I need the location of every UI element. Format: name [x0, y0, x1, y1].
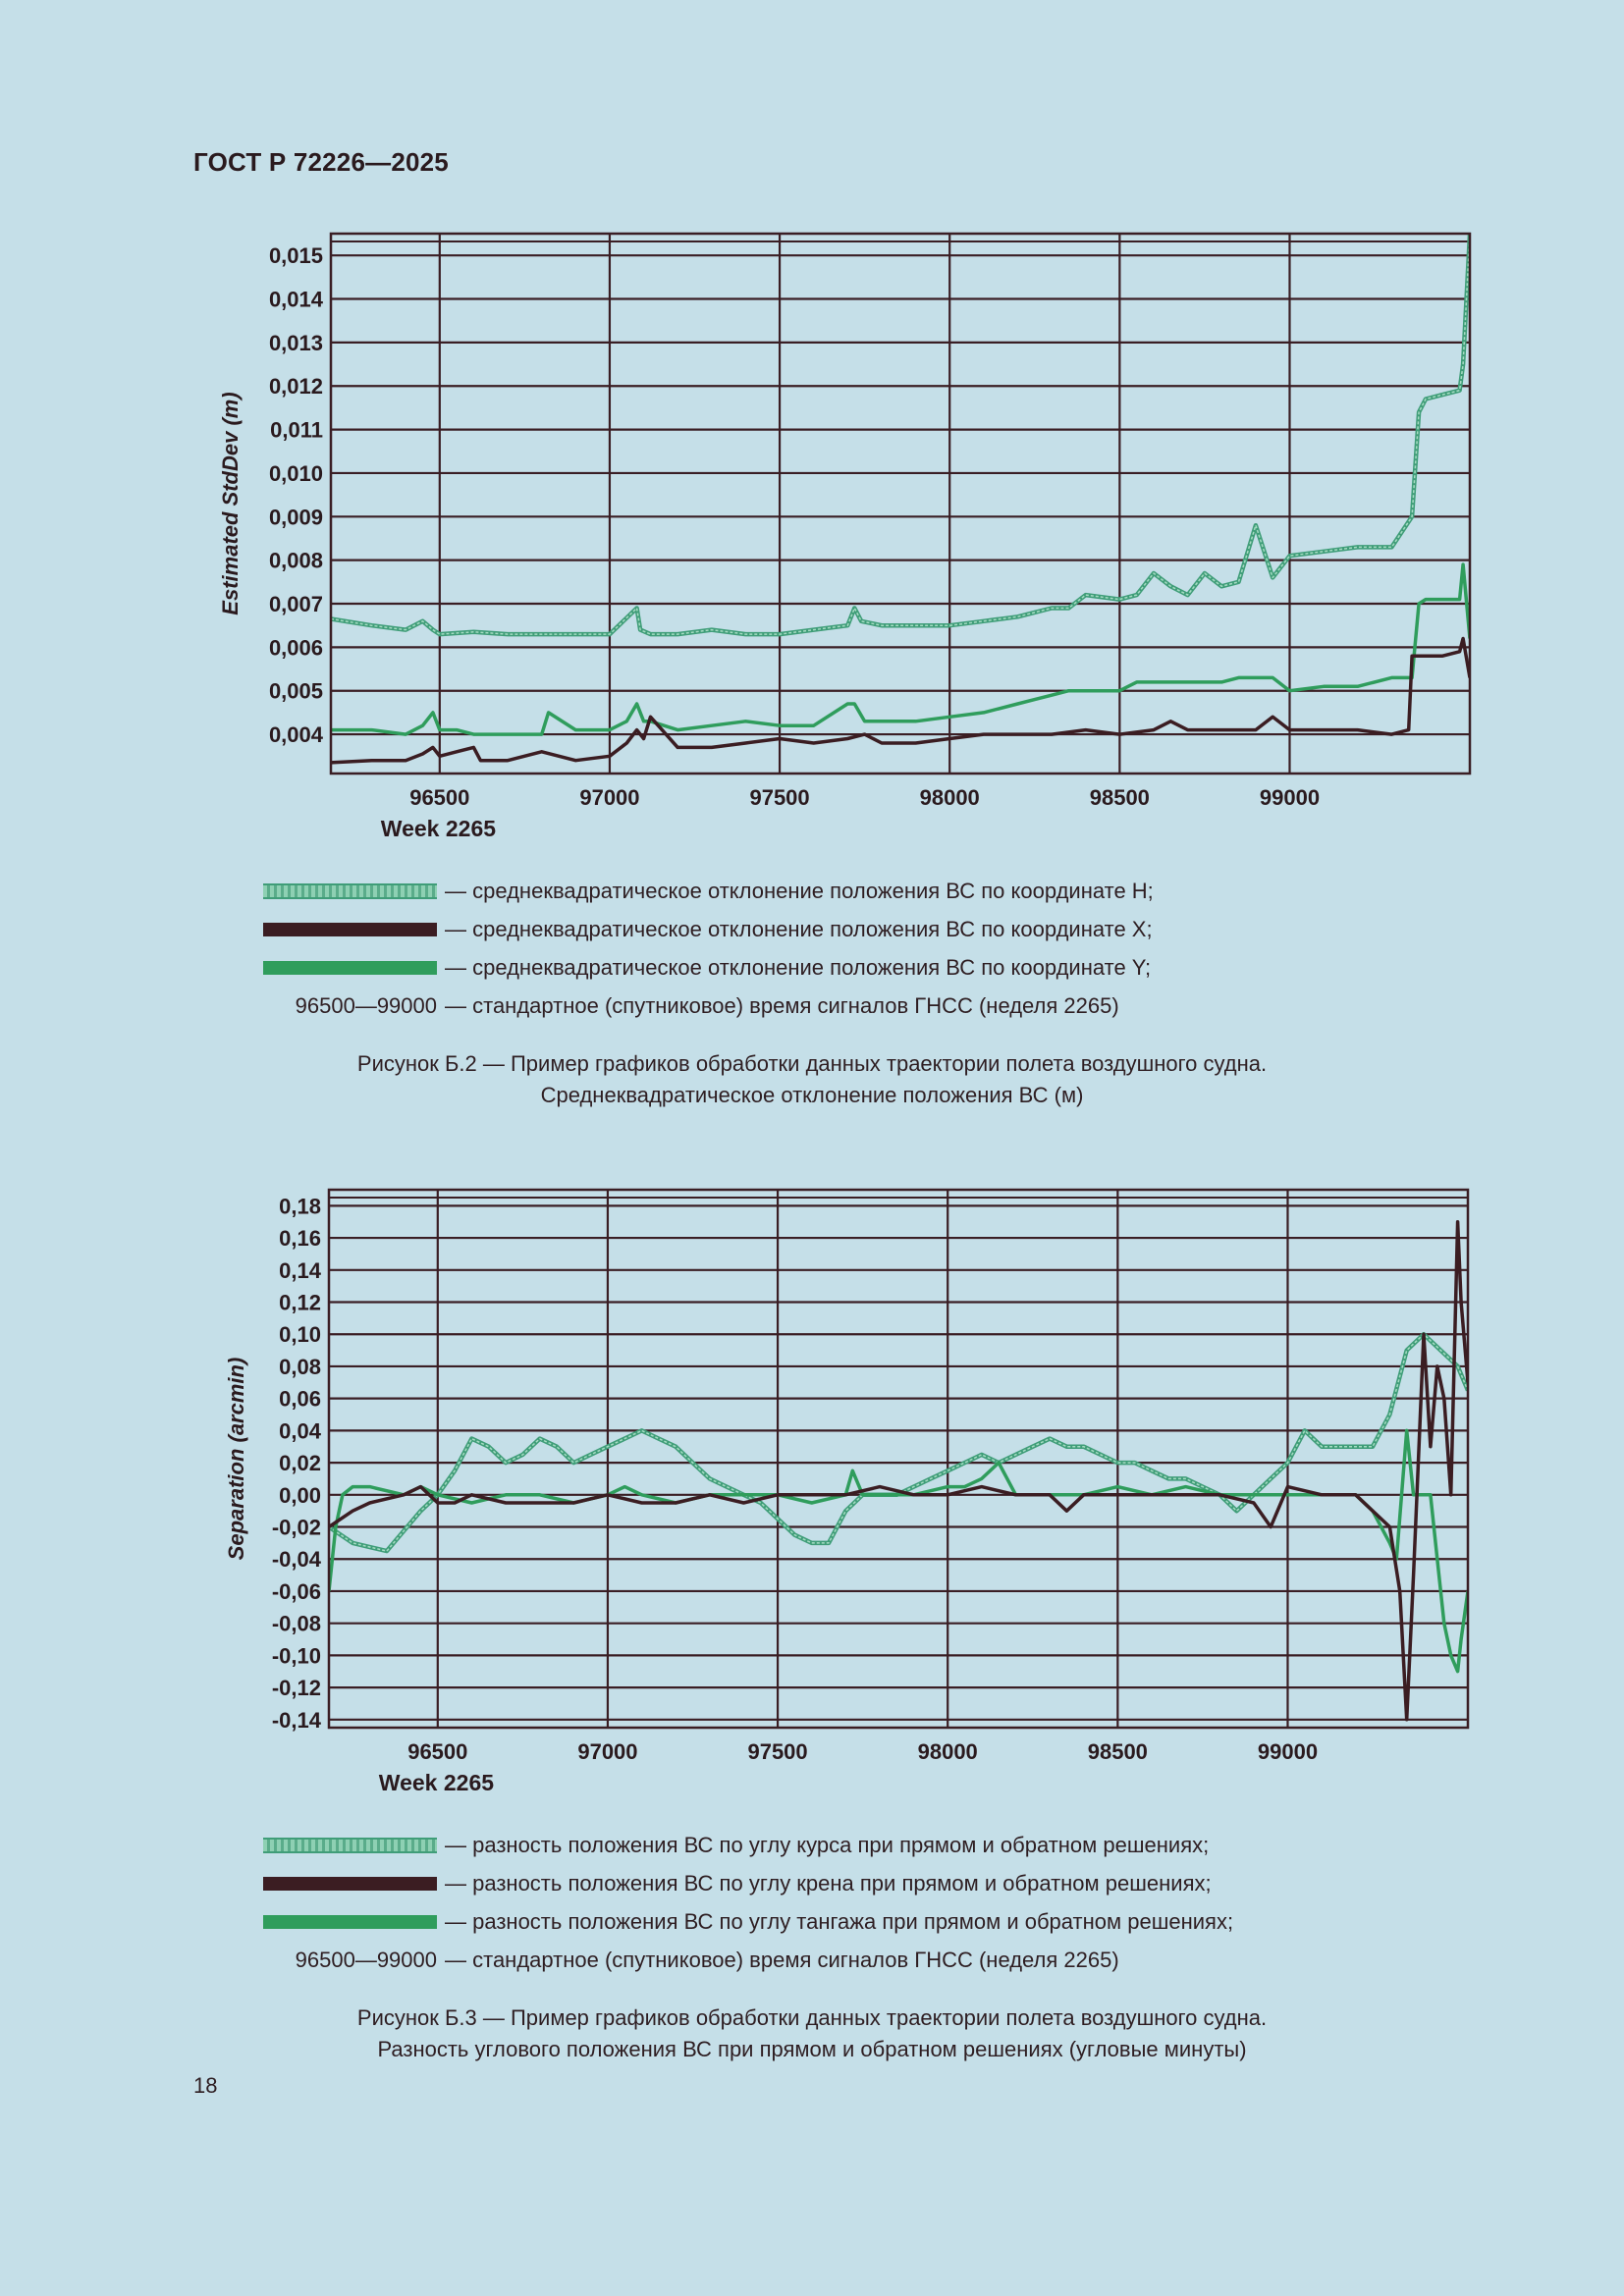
y-tick-label: -0,08	[272, 1612, 321, 1636]
legend-swatch-heading	[263, 1837, 437, 1853]
y-tick-label: 0,08	[279, 1355, 321, 1379]
x-tick-label: 98000	[920, 785, 980, 810]
separation-series-pitch-line	[329, 1428, 1468, 1674]
x-tick-label: 96500	[409, 785, 469, 810]
y-tick-label: 0,12	[279, 1291, 321, 1315]
y-tick-label: 0,014	[269, 288, 324, 312]
legend-text-heading: — разность положения ВС по углу курса пр…	[445, 1832, 1210, 1857]
legend-swatch-heading	[263, 882, 437, 899]
separation-series-roll-line	[329, 1219, 1468, 1722]
plot-frame	[329, 232, 1472, 775]
legend-row-heading: — среднеквадратическое отклонение положе…	[263, 872, 1154, 910]
legend-row-roll: — разность положения ВС по углу крена пр…	[263, 1864, 1233, 1902]
figure-b3-caption: Рисунок Б.3 — Пример графиков обработки …	[0, 2002, 1624, 2065]
legend-row-time: 96500—99000 — стандартное (спутниковое) …	[263, 987, 1154, 1025]
legend-text-pitch: — среднеквадратическое отклонение положе…	[445, 954, 1152, 980]
x-tick-label: 98500	[1090, 785, 1150, 810]
page-number: 18	[193, 2073, 218, 2098]
legend-row-heading: — разность положения ВС по углу курса пр…	[263, 1826, 1233, 1864]
y-axis-title: Separation (arcmin)	[224, 1358, 248, 1561]
y-tick-label: 0,004	[269, 722, 324, 747]
y-tick-label: 0,009	[269, 505, 323, 529]
x-tick-label: 98500	[1088, 1739, 1148, 1764]
stddev-series-heading-line	[331, 234, 1470, 637]
y-tick-label: 0,16	[279, 1226, 321, 1251]
y-tick-label: -0,12	[272, 1676, 321, 1700]
y-tick-label: 0,14	[279, 1258, 322, 1283]
legend-swatch-pitch	[263, 960, 437, 975]
figure-b3-caption-line1: Рисунок Б.3 — Пример графиков обработки …	[356, 2005, 1268, 2030]
y-tick-label: 0,008	[269, 549, 323, 573]
y-axis-title: Estimated StdDev (m)	[218, 392, 243, 614]
y-tick-label: -0,14	[272, 1708, 322, 1733]
y-tick-label: 0,04	[279, 1418, 322, 1443]
y-tick-label: -0,04	[272, 1547, 322, 1572]
stddev-legend: — среднеквадратическое отклонение положе…	[263, 872, 1154, 1025]
y-tick-label: 0,18	[279, 1194, 321, 1218]
legend-swatch-roll	[263, 922, 437, 936]
stddev-series-roll-line	[331, 636, 1470, 765]
legend-row-pitch: — среднеквадратическое отклонение положе…	[263, 948, 1154, 987]
x-axis-week-label: Week 2265	[381, 816, 496, 841]
y-tick-label: 0,006	[269, 635, 323, 660]
legend-text-pitch: — разность положения ВС по углу тангажа …	[445, 1908, 1234, 1934]
legend-text-time: — стандартное (спутниковое) время сигнал…	[445, 992, 1119, 1018]
y-tick-label: -0,06	[272, 1579, 321, 1604]
x-axis-week-label: Week 2265	[379, 1770, 494, 1795]
separation-legend: — разность положения ВС по углу курса пр…	[263, 1826, 1233, 1979]
figure-b2-caption: Рисунок Б.2 — Пример графиков обработки …	[0, 1048, 1624, 1111]
legend-swatch-pitch	[263, 1914, 437, 1929]
x-tick-label: 99000	[1260, 785, 1320, 810]
y-tick-label: 0,06	[279, 1387, 321, 1412]
y-tick-label: 0,10	[279, 1322, 321, 1347]
legend-key-time: 96500—99000	[295, 1947, 437, 1972]
legend-row-time: 96500—99000 — стандартное (спутниковое) …	[263, 1941, 1233, 1979]
y-tick-label: 0,02	[279, 1451, 321, 1475]
x-tick-label: 97500	[749, 785, 809, 810]
stddev-chart: 0,004 0,005 0,006 0,007 0,008 0,009 0,010 0,011…	[218, 232, 1472, 841]
y-tick-label: -0,10	[272, 1643, 321, 1668]
legend-text-heading: — среднеквадратическое отклонение положе…	[445, 878, 1154, 903]
x-tick-label: 97000	[577, 1739, 637, 1764]
y-tick-label: -0,02	[272, 1516, 321, 1540]
y-tick-label: 0,013	[269, 331, 323, 355]
legend-key-time: 96500—99000	[295, 992, 437, 1018]
legend-text-time: — стандартное (спутниковое) время сигнал…	[445, 1947, 1119, 1972]
figure-b2-caption-line1: Рисунок Б.2 — Пример графиков обработки …	[356, 1051, 1268, 1076]
legend-row-roll: — среднеквадратическое отклонение положе…	[263, 910, 1154, 948]
stddev-series-heading-highlight	[331, 234, 1470, 635]
y-tick-label: 0,00	[279, 1483, 321, 1508]
x-tick-label: 97500	[747, 1739, 807, 1764]
stddev-series-pitch-line	[331, 562, 1470, 736]
legend-text-roll: — среднеквадратическое отклонение положе…	[445, 916, 1153, 941]
x-tick-label: 99000	[1258, 1739, 1318, 1764]
y-tick-label: 0,010	[269, 461, 323, 486]
legend-row-pitch: — разность положения ВС по углу тангажа …	[263, 1902, 1233, 1941]
x-tick-label: 96500	[407, 1739, 467, 1764]
y-tick-label: 0,015	[269, 243, 323, 268]
document-header: ГОСТ Р 72226—2025	[193, 147, 449, 177]
y-tick-label: 0,005	[269, 679, 323, 704]
x-tick-label: 97000	[579, 785, 639, 810]
figure-b2-caption-line2: Среднеквадратическое отклонение положени…	[540, 1083, 1084, 1107]
separation-series-heading-highlight	[329, 1333, 1468, 1552]
y-tick-label: 0,011	[270, 418, 323, 443]
legend-swatch-roll	[263, 1876, 437, 1891]
legend-text-roll: — разность положения ВС по углу крена пр…	[445, 1870, 1212, 1896]
separation-chart: -0,14 -0,12 -0,10 -0,08 -0,06 -0,04 -0,02 0,00 0…	[224, 1188, 1470, 1795]
plot-frame	[327, 1188, 1470, 1730]
x-tick-label: 98000	[918, 1739, 978, 1764]
figure-b3-caption-line2: Разность углового положения ВС при прямо…	[377, 2037, 1247, 2061]
y-tick-label: 0,012	[269, 374, 323, 399]
y-tick-label: 0,007	[269, 592, 323, 616]
